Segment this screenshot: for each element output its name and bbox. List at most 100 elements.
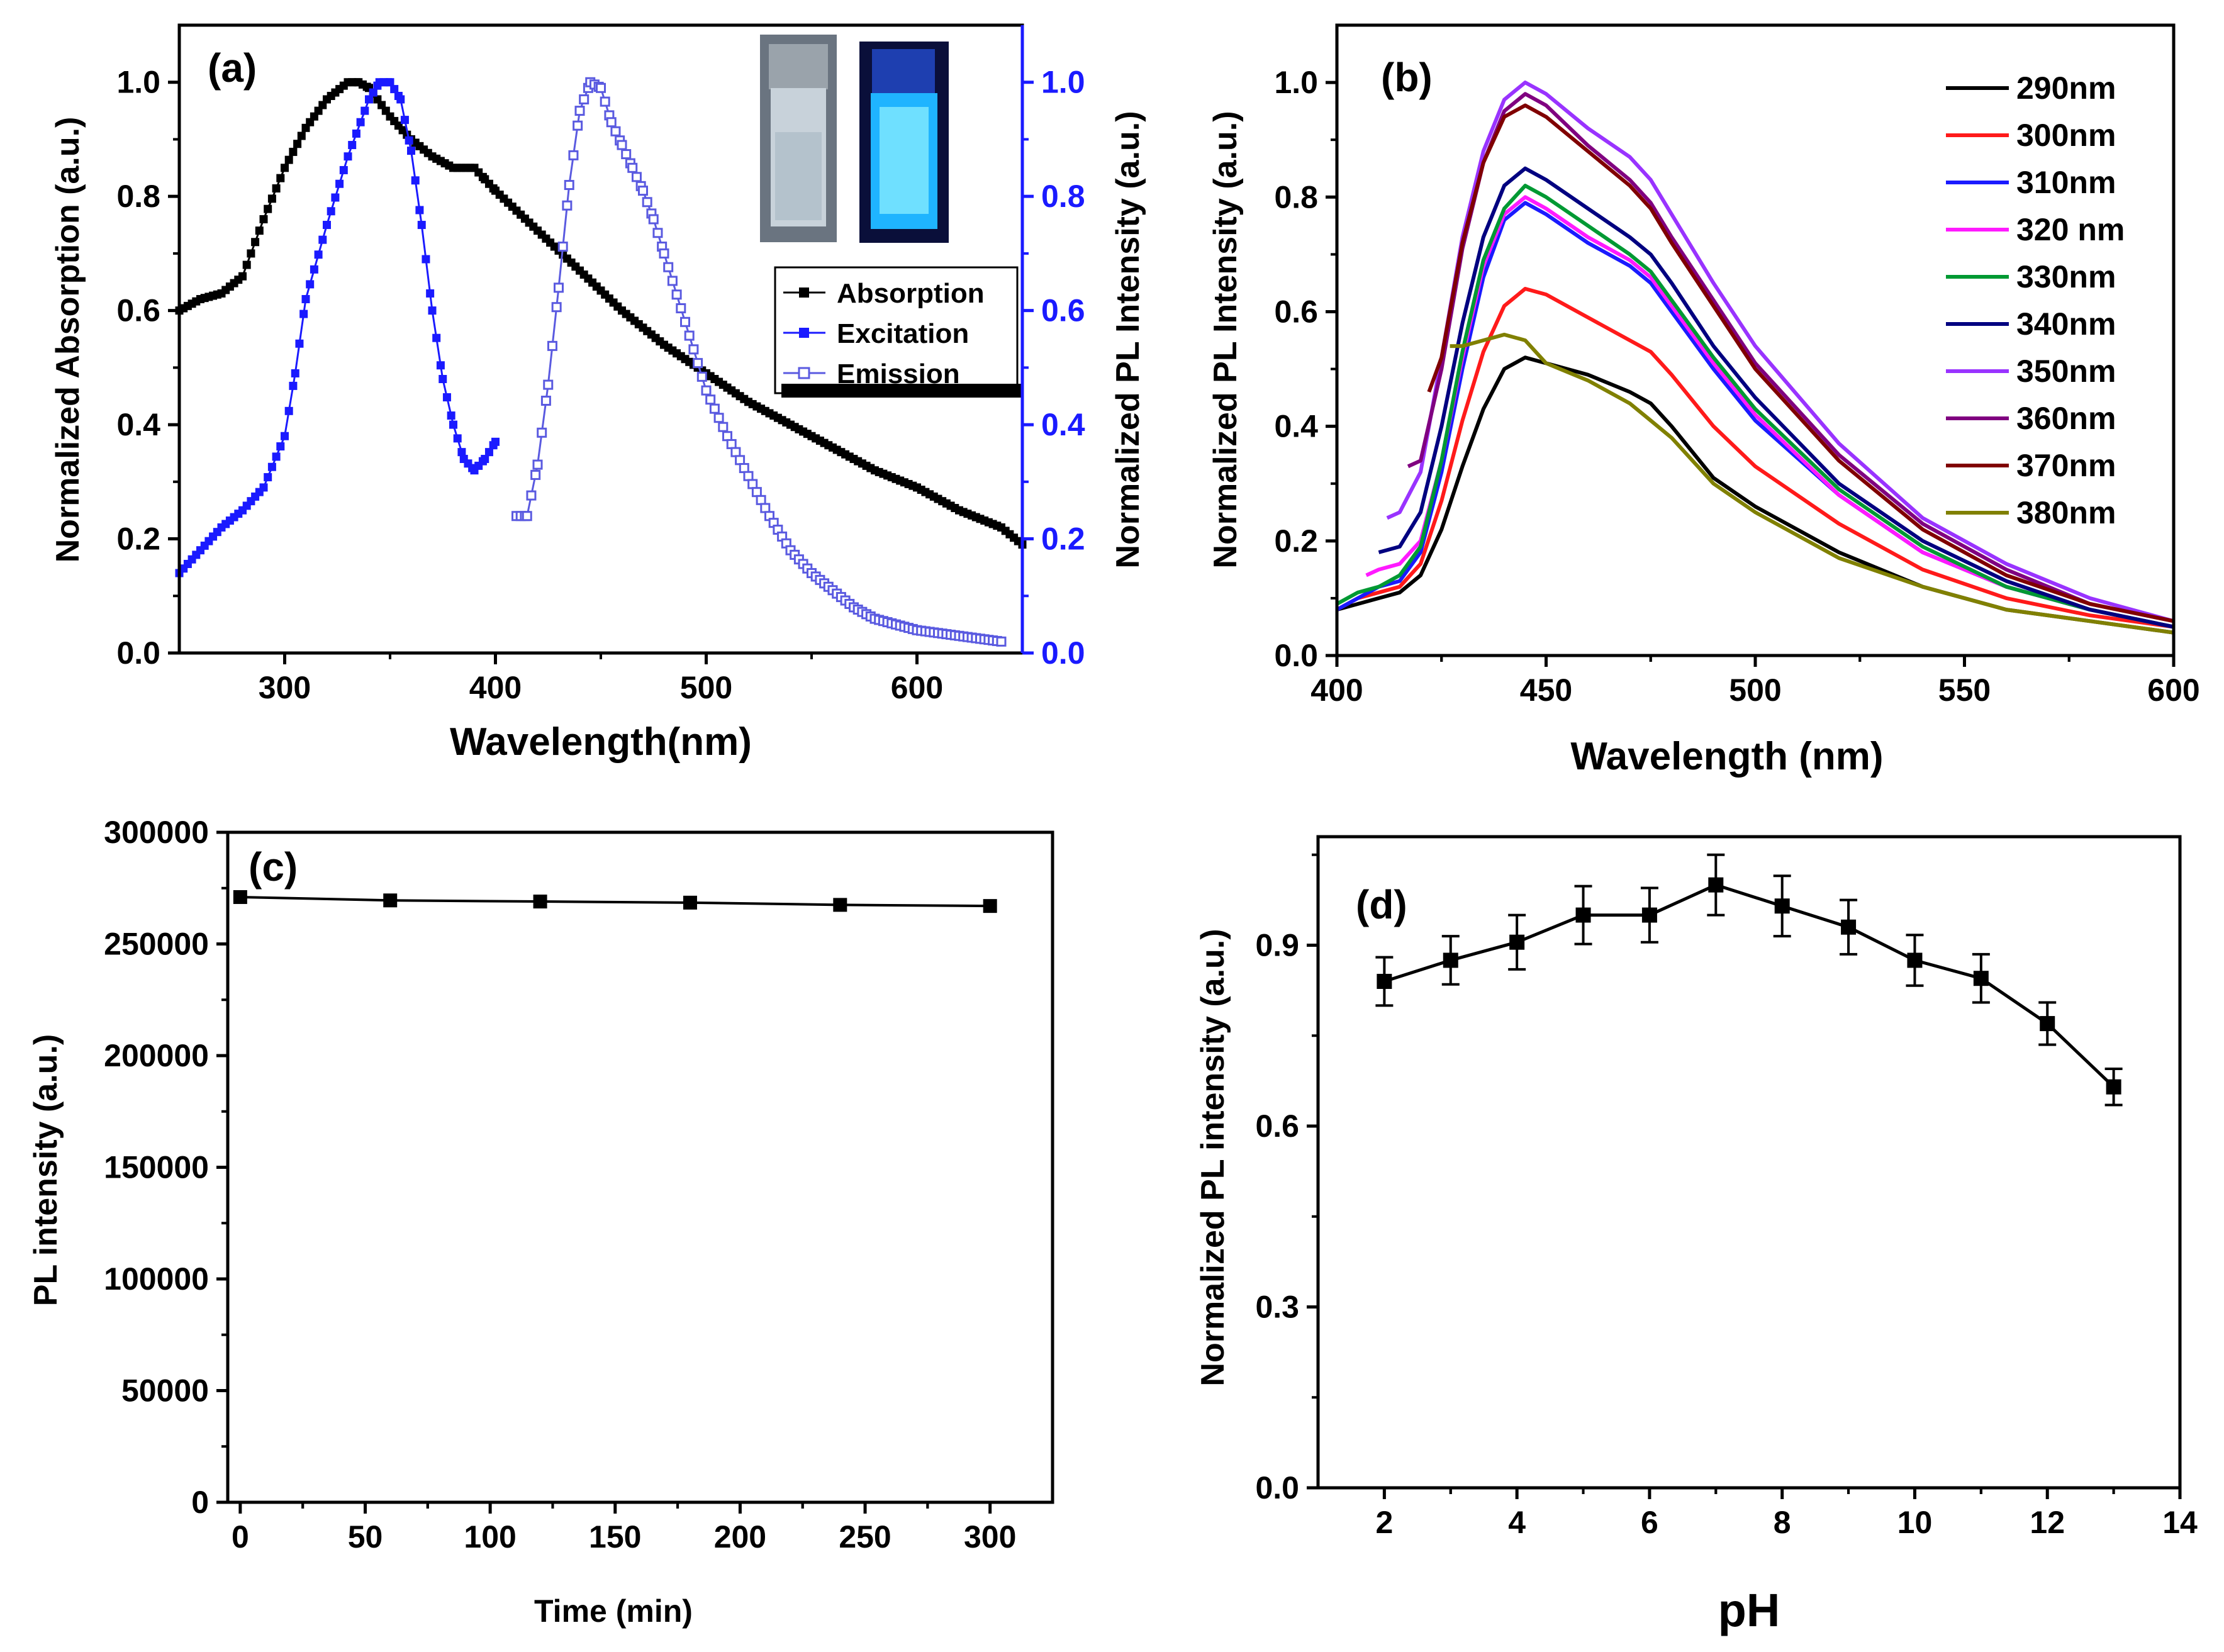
panel-c-frame	[226, 830, 1054, 1504]
panel-a: Absorption Excitation Emission 300 400 500 60…	[50, 23, 1146, 764]
data-point-absorption	[297, 131, 306, 140]
data-point-excitation	[331, 193, 340, 202]
panel-d: 2 4 6 8 10 12 14 0.0 0.3 0.6 0.9 pH Normalized PL in…	[1195, 835, 2198, 1636]
x-tick-label: 400	[1310, 673, 1363, 708]
data-point-emission	[671, 289, 682, 300]
panel-d-axes: 2 4 6 8 10 12 14 0.0 0.3 0.6 0.9 pH Normalized PL in…	[1195, 835, 2198, 1636]
data-point-emission	[705, 394, 716, 405]
x-tick-label: 0	[232, 1519, 249, 1554]
data-point-emission	[726, 438, 737, 449]
data-point-excitation	[411, 176, 420, 185]
x-axis-label: Wavelength(nm)	[450, 720, 752, 764]
data-point-absorption	[242, 260, 251, 269]
data-point-emission	[701, 385, 712, 396]
data-point-excitation	[457, 448, 466, 457]
panel-label: (d)	[1356, 882, 1407, 927]
data-point-emission	[600, 96, 610, 107]
panel-b-legend: 290nm 300nm 310nm 320 nm 330nm 340nm 350nm 360n…	[1946, 70, 2125, 530]
x-tick-label: 14	[2162, 1505, 2198, 1540]
data-point-excitation	[284, 406, 293, 415]
data-point	[233, 890, 247, 904]
data-point	[533, 895, 547, 909]
data-point-emission	[709, 403, 720, 414]
data-point-emission	[627, 162, 638, 173]
series-line-pl-intensity	[240, 895, 990, 908]
y-tick-label: 0.2	[116, 522, 160, 557]
data-point-excitation	[390, 85, 399, 94]
data-point-emission	[606, 117, 617, 128]
series-emission	[511, 77, 1007, 647]
data-point-emission	[617, 140, 627, 150]
data-point-absorption	[251, 238, 260, 247]
data-point-emission	[638, 186, 648, 196]
series-absorption	[175, 78, 1027, 549]
data-point-emission	[676, 303, 686, 314]
y-axis-label: Normalized PL Intensity (a.u.)	[1207, 111, 1244, 568]
series-line-350nm	[1386, 81, 2174, 623]
data-point	[1641, 907, 1657, 923]
data-point-emission	[730, 447, 741, 457]
panel-c: 0 50 100 150 200 250 300 0 50000 100000 150000 2000…	[28, 815, 1054, 1629]
data-point	[1377, 974, 1392, 989]
x-tick-label: 200	[714, 1519, 766, 1554]
data-point-emission	[751, 487, 762, 498]
series-line-330nm	[1336, 184, 2174, 629]
x-tick-label: 50	[348, 1519, 383, 1554]
x-tick-label: 6	[1641, 1505, 1658, 1540]
data-point-excitation	[436, 361, 445, 370]
y-tick-label: 200000	[104, 1038, 209, 1073]
data-point	[1841, 919, 1857, 935]
series-line-340nm	[1378, 166, 2174, 629]
y-right-tick-label: 0.0	[1041, 635, 1085, 671]
y-tick-label: 0.3	[1255, 1290, 1299, 1325]
y-tick-label: 0	[191, 1485, 209, 1520]
y-right-tick-label: 0.2	[1041, 522, 1085, 557]
data-point-excitation	[344, 152, 352, 161]
data-point-excitation	[386, 78, 394, 87]
data-point-excitation	[295, 339, 304, 348]
y-tick-label: 0.6	[1255, 1108, 1299, 1144]
data-point-absorption	[264, 204, 272, 213]
legend-marker-absorption	[799, 287, 809, 298]
data-point-excitation	[323, 221, 331, 230]
data-point-emission	[537, 427, 547, 438]
panel-c-axes: 0 50 100 150 200 250 300 0 50000 100000 150000 2000…	[28, 815, 1054, 1629]
data-point-excitation	[405, 136, 413, 145]
legend-label-340nm: 340nm	[2016, 306, 2116, 342]
y-right-tick-label: 1.0	[1041, 65, 1085, 100]
legend-label-350nm: 350nm	[2016, 354, 2116, 389]
data-point	[2040, 1016, 2055, 1032]
data-point-emission	[718, 421, 729, 432]
data-point-emission	[547, 340, 557, 351]
data-point	[2106, 1079, 2121, 1095]
panel-a-legend: Absorption Excitation Emission	[774, 266, 1024, 398]
x-tick-label: 400	[469, 670, 522, 705]
data-point-emission	[522, 511, 532, 522]
x-tick-label: 600	[2147, 673, 2199, 708]
legend-label-absorption: Absorption	[837, 278, 985, 309]
data-point	[683, 895, 697, 910]
data-point-excitation	[272, 452, 281, 461]
data-point-excitation	[301, 294, 310, 303]
data-point-emission	[579, 94, 590, 104]
data-point-excitation	[267, 462, 276, 471]
data-point-emission	[562, 200, 573, 211]
data-point-excitation	[352, 129, 360, 138]
legend-label-300nm: 300nm	[2016, 118, 2116, 153]
data-point-excitation	[447, 411, 455, 420]
data-point-excitation	[417, 221, 426, 230]
data-point-absorption	[259, 215, 268, 223]
data-point-excitation	[299, 310, 308, 318]
data-point-emission	[532, 459, 543, 470]
data-point-emission	[760, 503, 771, 513]
data-point-emission	[756, 494, 766, 505]
data-point-emission	[743, 471, 754, 481]
series-line-300nm	[1336, 287, 2174, 629]
data-point-emission	[684, 330, 695, 341]
data-point-excitation	[484, 448, 493, 457]
data-point-emission	[557, 242, 568, 252]
y-tick-label: 0.8	[116, 179, 160, 214]
data-point-emission	[631, 172, 642, 182]
data-point-emission	[648, 214, 659, 225]
data-point-excitation	[426, 289, 435, 298]
